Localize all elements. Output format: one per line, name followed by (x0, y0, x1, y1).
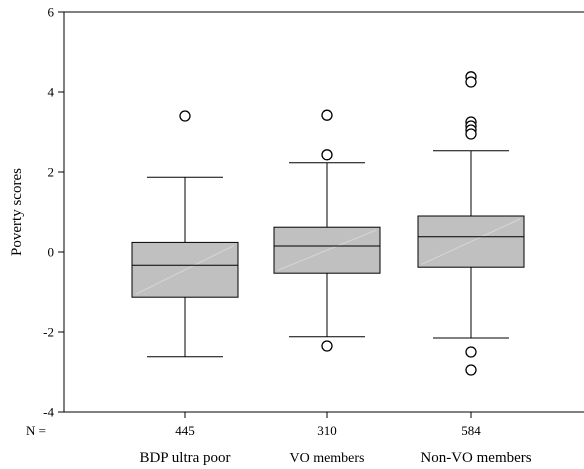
category-label: Non-VO members (420, 450, 531, 466)
y-tick-label: 6 (48, 5, 55, 20)
box-group (273, 109, 381, 352)
box-sheen-line (277, 229, 377, 271)
y-axis-ticks: -4 -2 0 2 4 6 (43, 5, 64, 420)
y-tick-label: -2 (43, 325, 54, 340)
outlier-point (465, 76, 477, 88)
box-group (131, 110, 239, 358)
y-axis-title: Poverty scores (9, 168, 25, 256)
y-tick-label: 2 (48, 165, 55, 180)
y-tick-label: 0 (48, 245, 55, 260)
y-tick-label: -4 (43, 405, 54, 420)
box-group (417, 71, 525, 376)
box-sheen-line (135, 244, 235, 295)
outlier-point (179, 110, 191, 122)
outlier-point (321, 340, 333, 352)
outlier-point (321, 109, 333, 121)
outlier-point (321, 149, 333, 161)
outlier-point (465, 128, 477, 140)
box-series (131, 71, 525, 376)
n-prefix-label: N = (26, 423, 46, 438)
category-label: VO members (289, 451, 364, 466)
group-n-label: 584 (461, 423, 481, 438)
x-axis-ticks: 445 BDP ultra poor 310 VO members 584 Non-VO … (139, 412, 532, 466)
outlier-point (465, 346, 477, 358)
box-sheen-line (421, 218, 521, 265)
category-label: BDP ultra poor (139, 450, 230, 466)
y-tick-label: 4 (48, 85, 55, 100)
group-n-label: 310 (317, 423, 337, 438)
outlier-point (465, 364, 477, 376)
plot-frame (63, 11, 584, 413)
group-n-label: 445 (175, 423, 195, 438)
